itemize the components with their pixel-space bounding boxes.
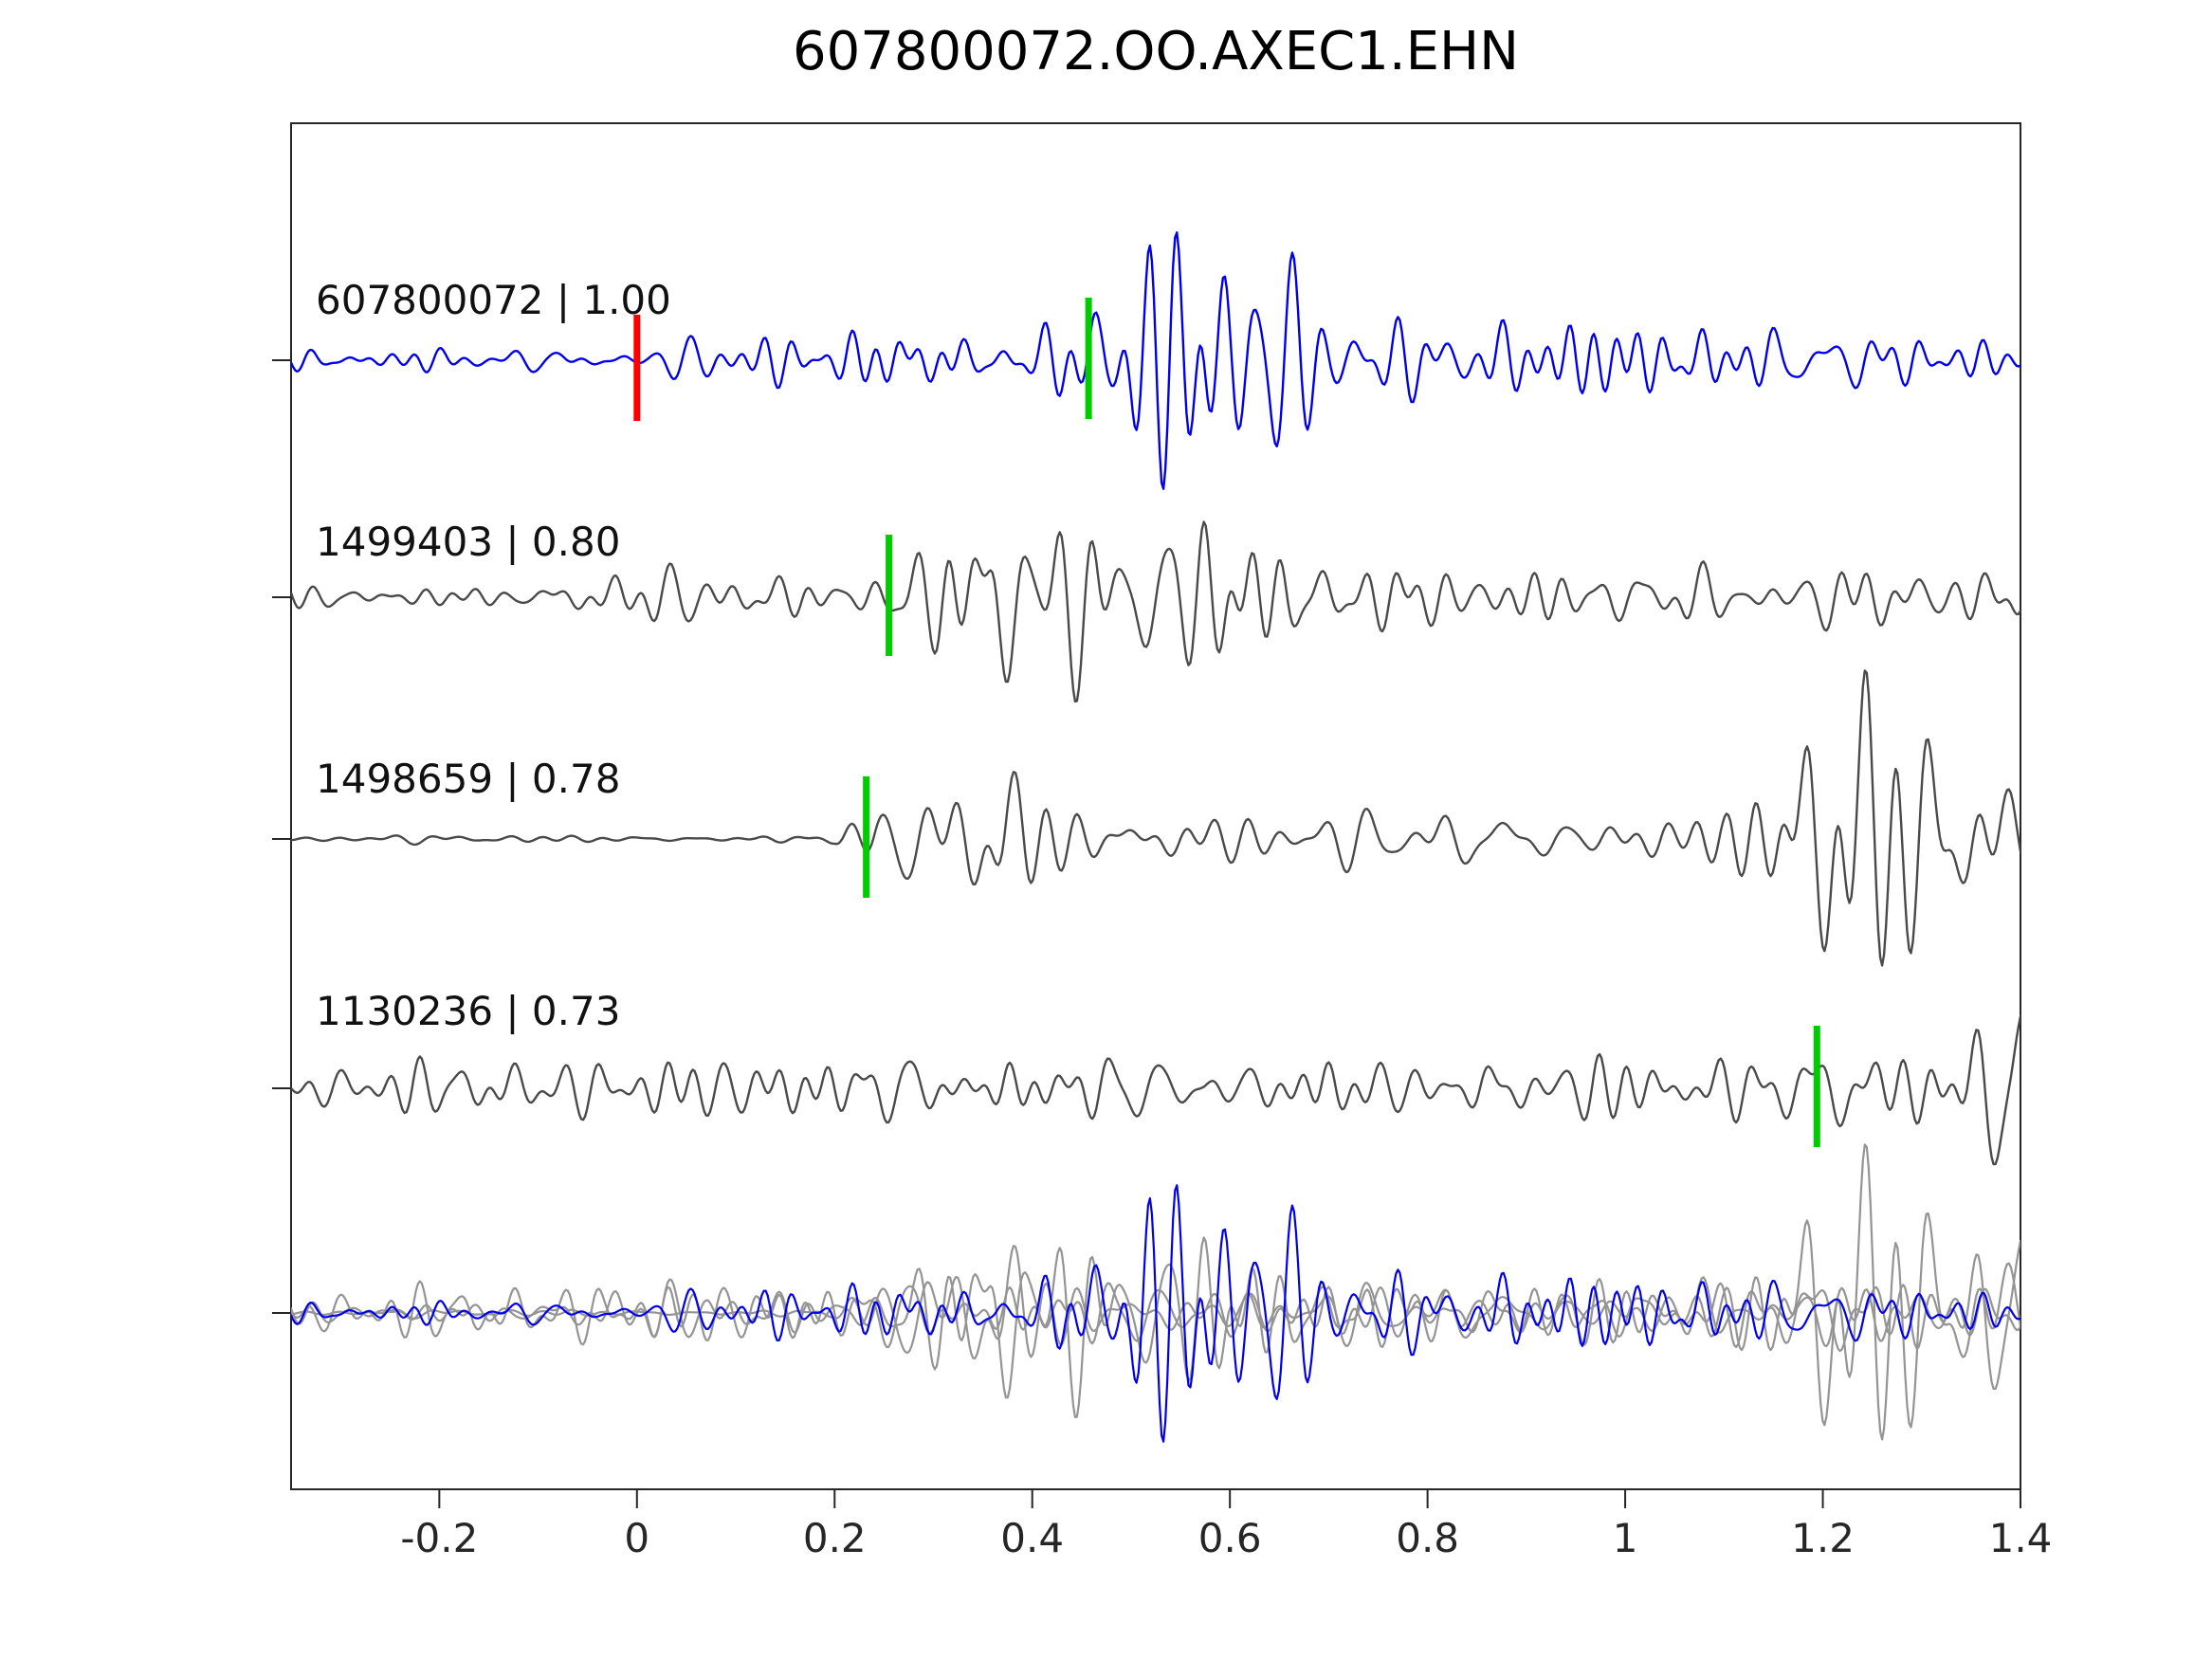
- x-tick-label: 1.4: [1988, 1515, 2053, 1561]
- x-tick-label: 1: [1612, 1515, 1638, 1561]
- waveform-trace-1498659: [291, 669, 2020, 967]
- x-tick-label: 1.2: [1791, 1515, 1855, 1561]
- x-tick-label: -0.2: [400, 1515, 479, 1561]
- trace-label-1499403: 1499403 | 0.80: [316, 519, 621, 565]
- trace-label-1130236: 1130236 | 0.73: [316, 988, 621, 1034]
- waveform-trace-607800072: [291, 231, 2020, 490]
- plot-border: [290, 122, 2021, 1490]
- waveform-trace-1130236: [291, 1014, 2020, 1166]
- x-tick-label: 0.4: [1000, 1515, 1065, 1561]
- x-tick-label: 0.2: [802, 1515, 867, 1561]
- waveform-trace-1499403: [291, 520, 2020, 703]
- trace-label-1498659: 1498659 | 0.78: [316, 756, 621, 802]
- x-tick-label: 0.8: [1396, 1515, 1460, 1561]
- overlay-trace-607800072: [291, 1184, 2020, 1443]
- x-tick-label: 0.6: [1197, 1515, 1262, 1561]
- waveforms-group: [291, 231, 2020, 1443]
- trace-label-607800072: 607800072 | 1.00: [316, 277, 671, 323]
- x-tick-label: 0: [624, 1515, 650, 1561]
- chart-title: 607800072.OO.AXEC1.EHN: [792, 21, 1520, 82]
